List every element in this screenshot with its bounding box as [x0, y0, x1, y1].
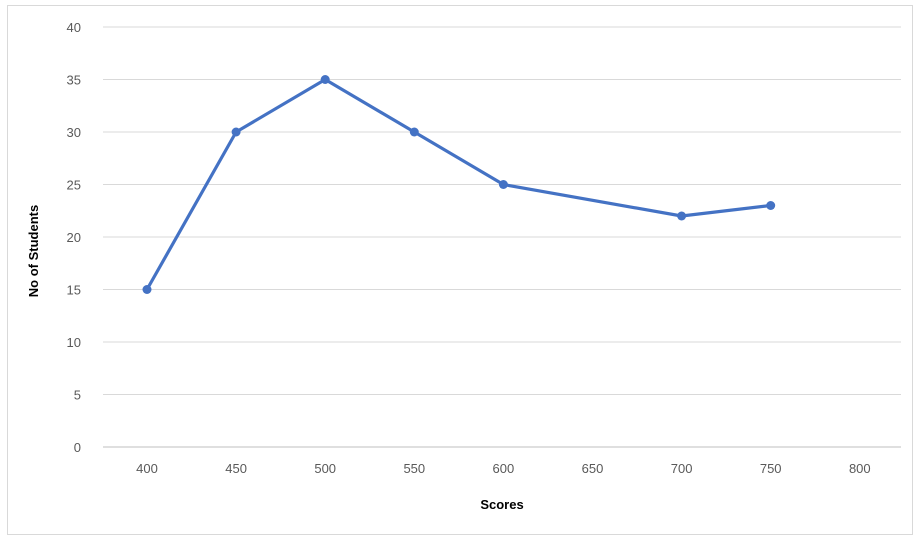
gridlines	[103, 26, 901, 448]
x-axis-ticks: 400 450 500 550 600 650 700 750 800	[136, 461, 871, 476]
data-point	[409, 127, 419, 137]
x-tick-label: 800	[849, 461, 871, 476]
y-axis-ticks: 0 5 10 15 20 25 30 35 40	[67, 20, 81, 455]
y-tick-label: 30	[67, 125, 81, 140]
y-tick-label: 40	[67, 20, 81, 35]
x-tick-label: 750	[760, 461, 782, 476]
y-tick-label: 35	[67, 73, 81, 88]
x-tick-label: 500	[314, 461, 336, 476]
y-tick-label: 10	[67, 335, 81, 350]
x-tick-label: 700	[671, 461, 693, 476]
data-point	[142, 285, 152, 294]
series-layer	[142, 75, 776, 294]
data-point	[498, 180, 508, 189]
y-tick-label: 15	[67, 283, 81, 298]
y-tick-label: 5	[74, 388, 81, 403]
x-tick-label: 400	[136, 461, 158, 476]
y-tick-label: 20	[67, 230, 81, 245]
x-tick-label: 550	[403, 461, 425, 476]
x-axis-title: Scores	[480, 497, 523, 512]
y-axis-title: No of Students	[26, 205, 41, 297]
x-tick-label: 450	[225, 461, 247, 476]
data-point	[766, 201, 776, 210]
data-point	[231, 127, 241, 137]
y-tick-label: 25	[67, 178, 81, 193]
x-tick-label: 650	[582, 461, 604, 476]
x-tick-label: 600	[493, 461, 515, 476]
y-tick-label: 0	[74, 440, 81, 455]
data-point	[677, 211, 687, 221]
data-point	[320, 75, 330, 84]
